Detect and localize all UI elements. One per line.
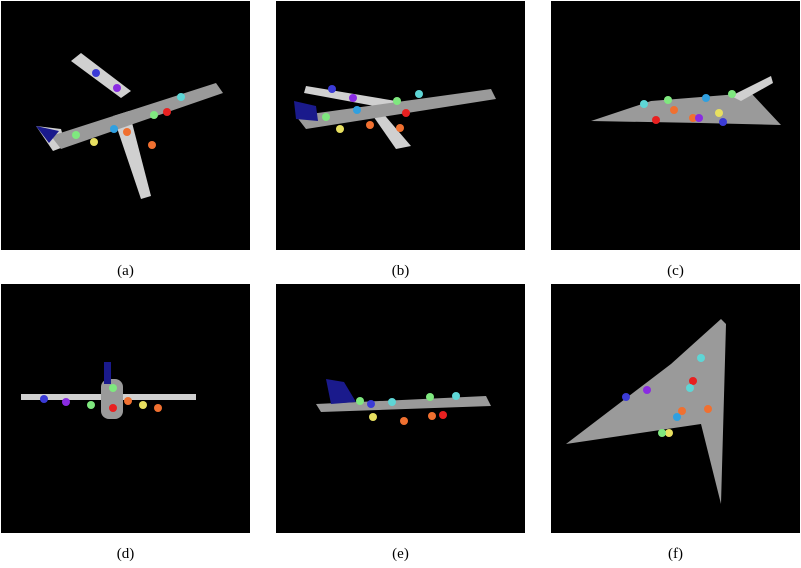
caption-e: (e) — [392, 546, 409, 562]
airplane-render-f — [566, 319, 726, 504]
airplane-render-e — [316, 379, 491, 425]
keypoints-e — [356, 392, 460, 425]
airplane-render-b — [294, 85, 496, 149]
panel-f-airplane-image — [551, 284, 800, 533]
panel-e-airplane-image — [276, 284, 525, 533]
keypoints-c — [640, 90, 736, 126]
panel-c-airplane-image — [551, 1, 800, 250]
caption-a: (a) — [117, 263, 134, 279]
caption-d: (d) — [116, 546, 135, 562]
panel-d-airplane-image — [1, 284, 250, 533]
keypoints-a — [72, 69, 185, 149]
keypoints-d — [40, 384, 162, 412]
caption-c: (c) — [667, 263, 684, 279]
airplane-render-a — [36, 53, 223, 199]
panel-b-airplane-image — [276, 1, 525, 250]
panel-a-airplane-image — [1, 1, 250, 250]
airplane-render-d — [21, 362, 196, 419]
keypoints-b — [322, 85, 423, 133]
caption-f: (f) — [668, 546, 683, 562]
caption-b: (b) — [391, 263, 410, 279]
airplane-render-c — [591, 76, 781, 126]
keypoints-f — [622, 354, 712, 437]
